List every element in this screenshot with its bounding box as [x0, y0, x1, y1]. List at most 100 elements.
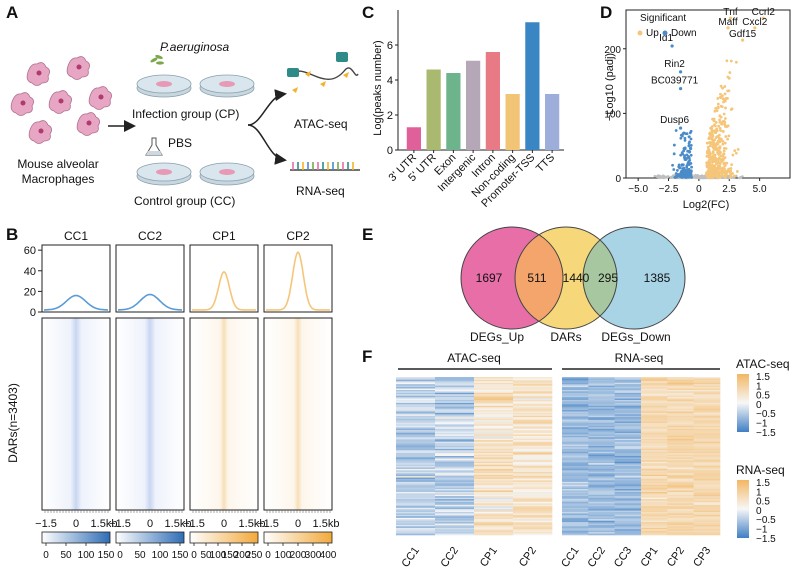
- rna-cell: [562, 499, 589, 501]
- atac-cell: [474, 523, 514, 526]
- rna-cell: [614, 456, 642, 458]
- rna-cell: [641, 526, 668, 529]
- atac-cell: [435, 433, 475, 435]
- rna-cell: [614, 428, 642, 431]
- rna-cell: [693, 501, 721, 504]
- atac-col-label: CC2: [439, 545, 461, 570]
- rna-heatmap-title: RNA-seq: [615, 351, 664, 365]
- point-up: [721, 169, 724, 173]
- rna-cell: [667, 401, 694, 404]
- panel-label-b: B: [6, 225, 18, 244]
- atac-cell: [474, 425, 514, 428]
- rna-cell: [614, 401, 642, 404]
- atac-cell: [513, 507, 553, 510]
- rna-cell: [614, 443, 642, 445]
- atac-cell: [435, 382, 475, 385]
- atac-cell: [513, 378, 553, 381]
- atac-cell: [513, 522, 553, 524]
- atac-cell: [474, 384, 514, 386]
- rna-cell: [693, 513, 721, 516]
- rna-cell: [641, 516, 668, 519]
- rna-cell: [588, 404, 615, 407]
- rna-cell: [641, 461, 668, 464]
- atac-cell: [396, 424, 436, 427]
- rna-cell: [588, 408, 615, 411]
- rna-cell: [693, 460, 721, 463]
- scale-tick-label: 300: [305, 550, 322, 561]
- rna-cell: [614, 418, 642, 421]
- atac-cell: [396, 478, 436, 481]
- rna-cell: [562, 407, 589, 409]
- point-up: [713, 172, 717, 176]
- profile-box-cp2: [263, 244, 333, 313]
- atac-cell: [435, 499, 475, 501]
- rna-cell: [693, 483, 721, 486]
- rna-cell: [562, 489, 589, 491]
- rna-cell: [614, 517, 642, 520]
- rna-cell: [562, 441, 589, 444]
- point-up: [729, 108, 733, 111]
- atac-cell: [435, 434, 475, 437]
- rna-cell: [588, 507, 615, 510]
- atac-cell: [396, 520, 436, 523]
- rna-cell: [588, 526, 615, 529]
- point-up: [729, 166, 733, 170]
- cell-nucleus: [36, 70, 42, 76]
- atac-cell: [513, 466, 553, 468]
- rna-cell: [562, 444, 589, 447]
- atac-cell: [396, 391, 436, 394]
- rna-cell: [588, 411, 615, 414]
- point-up: [711, 139, 715, 143]
- point-down: [687, 144, 691, 148]
- rna-cell: [693, 427, 721, 430]
- rna-cell: [614, 509, 642, 511]
- atac-cell: [396, 440, 436, 442]
- rna-cell: [641, 450, 668, 452]
- rna-cell: [667, 428, 694, 431]
- rna-cell: [614, 405, 642, 408]
- rna-cell: [667, 471, 694, 474]
- rna-col-label: CP2: [665, 545, 687, 569]
- rna-cell: [667, 484, 694, 487]
- rna-cell: [667, 489, 694, 491]
- rna-cell: [693, 388, 721, 391]
- atac-cell: [396, 450, 436, 452]
- point-up: [716, 97, 720, 100]
- rna-cell: [562, 447, 589, 450]
- rna-cell: [693, 407, 721, 409]
- legend-atac-tick: −1: [756, 419, 768, 430]
- rna-cell: [693, 397, 721, 399]
- atac-cell: [435, 527, 475, 530]
- atac-cell: [435, 407, 475, 409]
- rna-cell: [588, 510, 615, 513]
- atac-cell: [435, 414, 475, 417]
- rna-cell: [667, 382, 694, 385]
- atac-cell: [435, 437, 475, 440]
- atac-cell: [513, 513, 553, 516]
- rna-cell: [693, 387, 721, 389]
- rna-cell: [641, 487, 668, 490]
- point-up: [709, 155, 713, 159]
- rna-cell: [641, 391, 668, 394]
- cell-label-line2: Macrophages: [22, 172, 95, 186]
- point-down: [683, 139, 687, 142]
- rna-cell: [667, 391, 694, 394]
- rna-cell: [614, 404, 642, 407]
- rna-cell: [667, 520, 694, 523]
- point-up: [719, 84, 723, 88]
- rna-cell: [693, 382, 721, 385]
- legend-rna-tick: −0.5: [756, 515, 776, 526]
- atac-cell: [513, 417, 553, 419]
- point-down: [687, 162, 691, 166]
- gene-label-up: Maff: [718, 17, 737, 28]
- atac-cell: [513, 473, 553, 475]
- point-up: [724, 147, 728, 150]
- atac-cell: [396, 499, 436, 501]
- rna-cell: [614, 480, 642, 483]
- point-up: [722, 152, 726, 156]
- rna-cell: [641, 417, 668, 419]
- atac-cell: [513, 402, 553, 405]
- rna-cell: [614, 399, 642, 402]
- panel-label-c: C: [362, 3, 374, 22]
- rna-cell: [562, 516, 589, 519]
